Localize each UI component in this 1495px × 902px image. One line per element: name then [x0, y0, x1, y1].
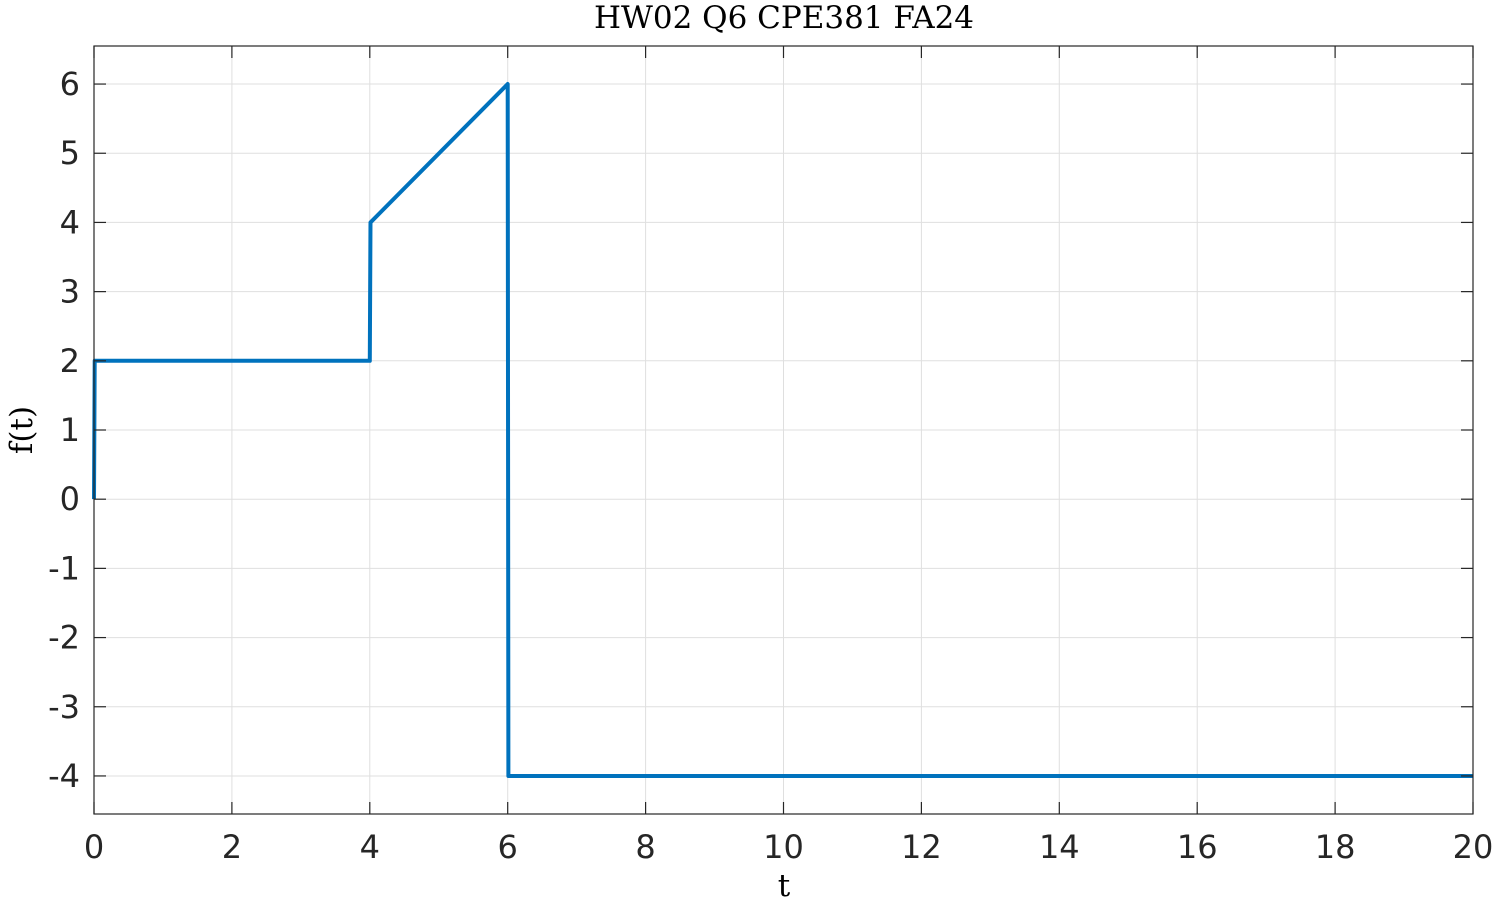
y-tick-label: -4: [48, 757, 80, 795]
x-tick-label: 10: [763, 828, 804, 866]
y-tick-label: -1: [48, 549, 80, 587]
x-tick-label: 8: [635, 828, 655, 866]
x-tick-label: 0: [84, 828, 104, 866]
x-tick-label: 18: [1315, 828, 1356, 866]
x-tick-labels: 0 2 4 6 8 10 12 14 16 18 20: [84, 828, 1494, 866]
y-tick-label: 6: [60, 65, 80, 103]
y-tick-label: 5: [60, 134, 80, 172]
tick-marks: [93, 46, 1474, 814]
x-tick-label: 14: [1039, 828, 1080, 866]
x-tick-label: 16: [1177, 828, 1218, 866]
y-tick-labels: -4 -3 -2 -1 0 1 2 3 4 5 6: [48, 65, 80, 795]
y-tick-label: -2: [48, 619, 80, 657]
y-tick-label: -3: [48, 688, 80, 726]
chart-title: HW02 Q6 CPE381 FA24: [594, 0, 974, 36]
x-tick-label: 6: [498, 828, 518, 866]
y-tick-label: 3: [60, 273, 80, 311]
y-tick-label: 2: [60, 342, 80, 380]
x-tick-label: 12: [901, 828, 942, 866]
x-tick-label: 2: [222, 828, 242, 866]
y-tick-label: 1: [60, 411, 80, 449]
y-tick-label: 4: [60, 203, 80, 241]
x-axis-label: t: [778, 868, 791, 902]
y-tick-label: 0: [60, 480, 80, 518]
x-tick-label: 20: [1453, 828, 1494, 866]
y-axis-label: f(t): [4, 406, 40, 454]
x-tick-label: 4: [360, 828, 380, 866]
